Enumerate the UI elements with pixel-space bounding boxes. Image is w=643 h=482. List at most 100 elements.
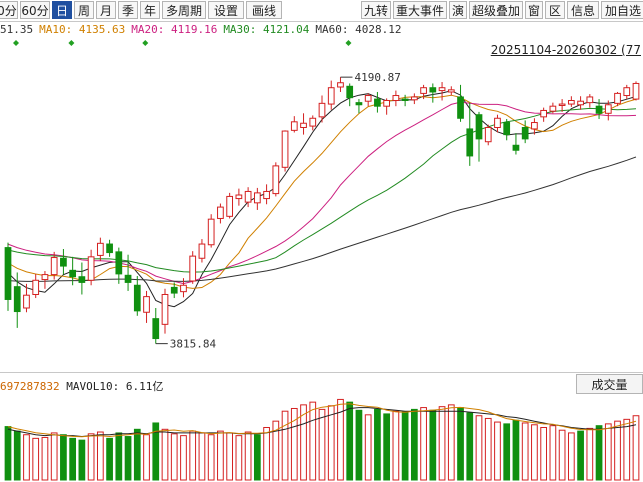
- volume-bar-29: [272, 420, 280, 481]
- ma-legend-item-0: 51.35: [0, 23, 34, 36]
- candle-12: [115, 247, 123, 284]
- candle-body: [281, 130, 289, 168]
- candle-36: [337, 77, 344, 92]
- candle-body: [69, 269, 77, 278]
- candle-body: [143, 296, 150, 313]
- candle-body: [170, 286, 178, 294]
- candle-2: [23, 283, 30, 313]
- period-button-6[interactable]: 年: [140, 1, 160, 19]
- tool-button-1[interactable]: 重大事件: [393, 1, 447, 19]
- period-button-4[interactable]: 月: [96, 1, 116, 19]
- volume-ma-lines: [7, 403, 637, 438]
- ma30-line: [7, 107, 637, 273]
- candle-body: [466, 128, 474, 157]
- volume-bar-48: [447, 404, 455, 481]
- candle-body: [355, 102, 363, 106]
- period-button-1[interactable]: 60分: [20, 1, 50, 19]
- period-button-3[interactable]: 周: [74, 1, 94, 19]
- period-button-7[interactable]: 多周期: [162, 1, 206, 19]
- candle-body: [60, 257, 67, 267]
- period-button-9[interactable]: 画线: [246, 1, 282, 19]
- volume-bar-37: [346, 401, 354, 481]
- volume-bar-17: [161, 428, 169, 481]
- candle-28: [263, 184, 270, 205]
- volume-bar-23: [217, 430, 224, 481]
- candle-body: [96, 242, 104, 256]
- candle-61: [567, 96, 575, 107]
- candle-body: [623, 87, 631, 97]
- tool-button-5[interactable]: 区: [545, 1, 565, 19]
- candle-43: [401, 94, 409, 107]
- candle-body: [346, 85, 354, 99]
- candle-body: [318, 102, 326, 118]
- volume-header: 697287832 MAVOL10: 6.11亿 成交量: [0, 372, 643, 395]
- tool-button-7[interactable]: 加自选: [601, 1, 643, 19]
- candle-body: [364, 95, 372, 102]
- candle-54: [503, 118, 511, 141]
- candle-body: [226, 195, 234, 217]
- candle-body: [309, 117, 317, 127]
- candle-3: [32, 273, 40, 299]
- period-button-8[interactable]: 设置: [208, 1, 244, 19]
- tool-button-6[interactable]: 信息: [567, 1, 599, 19]
- volume-bar-42: [392, 410, 400, 481]
- volume-bar-0: [4, 426, 12, 481]
- price-annotations: 4190.87 3815.84: [155, 71, 401, 351]
- candle-4: [41, 271, 49, 289]
- volume-bar-64: [595, 425, 603, 481]
- event-marker-0: [13, 40, 19, 46]
- candle-body: [78, 276, 86, 283]
- candle-body: [383, 100, 391, 107]
- candle-42: [392, 90, 400, 107]
- tool-button-2[interactable]: 演: [449, 1, 467, 19]
- candle-body: [512, 144, 520, 151]
- volume-bar-22: [207, 434, 215, 481]
- candle-7: [69, 256, 77, 286]
- candle-body: [263, 190, 270, 200]
- volume-bar-5: [50, 432, 58, 481]
- candle-22: [207, 214, 215, 248]
- volume-bar-7: [69, 437, 77, 481]
- candle-59: [549, 102, 557, 114]
- candle-body: [189, 255, 197, 282]
- candle-34: [318, 95, 326, 123]
- volume-bar-25: [235, 435, 243, 481]
- candle-5: [50, 251, 58, 280]
- candle-52: [484, 124, 492, 146]
- candle-body: [484, 127, 492, 143]
- candle-body: [23, 294, 30, 309]
- candle-13: [124, 254, 132, 291]
- volume-bar-34: [318, 408, 326, 481]
- volume-bar-4: [41, 436, 49, 481]
- candle-11: [106, 239, 113, 257]
- candle-33: [309, 115, 317, 131]
- candlesticks: [4, 77, 640, 344]
- candle-body: [115, 251, 123, 275]
- volume-bar-54: [503, 423, 511, 481]
- candle-body: [217, 206, 224, 219]
- candle-40: [374, 91, 381, 113]
- tool-button-4[interactable]: 窗: [525, 1, 543, 19]
- candle-16: [152, 307, 160, 344]
- candle-body: [253, 192, 261, 204]
- volume-bar-28: [263, 426, 270, 481]
- ma-legend-item-1: MA10: 4135.63: [39, 23, 126, 36]
- volume-bar-46: [429, 409, 437, 481]
- candle-44: [410, 93, 418, 105]
- candle-body: [632, 82, 640, 100]
- period-button-2[interactable]: 日: [52, 1, 72, 19]
- candle-body: [549, 105, 557, 112]
- tool-button-3[interactable]: 超级叠加: [469, 1, 523, 19]
- candle-57: [531, 118, 538, 135]
- period-button-0[interactable]: 0分: [0, 1, 18, 19]
- volume-bar-30: [281, 410, 289, 481]
- volume-bar-36: [337, 398, 344, 481]
- period-button-5[interactable]: 季: [118, 1, 138, 19]
- candle-body: [180, 284, 187, 293]
- candle-body: [567, 100, 575, 105]
- tool-button-0[interactable]: 九转: [361, 1, 391, 19]
- date-range-label[interactable]: 20251104-20260302 (77: [490, 43, 641, 57]
- volume-indicator-tab[interactable]: 成交量: [576, 374, 643, 394]
- volume-bar-31: [290, 407, 298, 481]
